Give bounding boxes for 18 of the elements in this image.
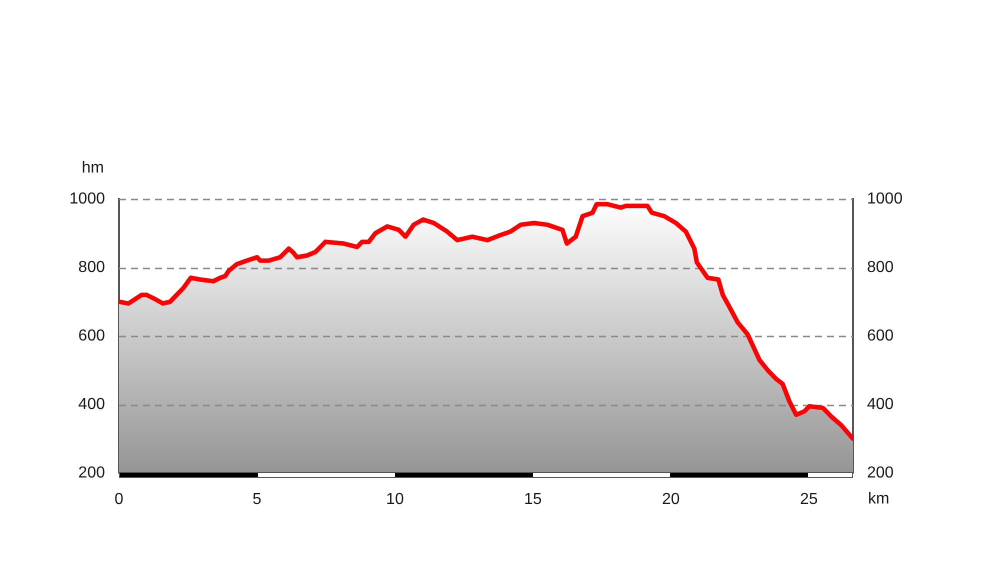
x-tick-label: 25: [800, 491, 818, 508]
y-axis-title: hm: [82, 159, 104, 176]
x-axis-title: km: [868, 490, 890, 508]
y-tick-label: 600: [78, 327, 106, 344]
y2-tick-label: 600: [867, 327, 894, 344]
y2-tick-label: 1000: [867, 190, 903, 208]
x-tick-label: 0: [114, 491, 124, 508]
x-tick-label: 20: [662, 491, 680, 508]
x-tick-label: 10: [386, 491, 404, 508]
y-tick-label: 1000: [69, 190, 106, 208]
x-tick-label: 15: [524, 491, 542, 508]
y-tick-label: 200: [78, 464, 106, 482]
y2-tick-label: 400: [867, 396, 894, 413]
y-tick-label: 800: [78, 258, 106, 276]
y2-tick-label: 800: [867, 258, 894, 276]
x-tick-label: 5: [252, 491, 262, 508]
y-tick-label: 400: [78, 396, 106, 413]
y2-tick-label: 200: [867, 464, 894, 482]
